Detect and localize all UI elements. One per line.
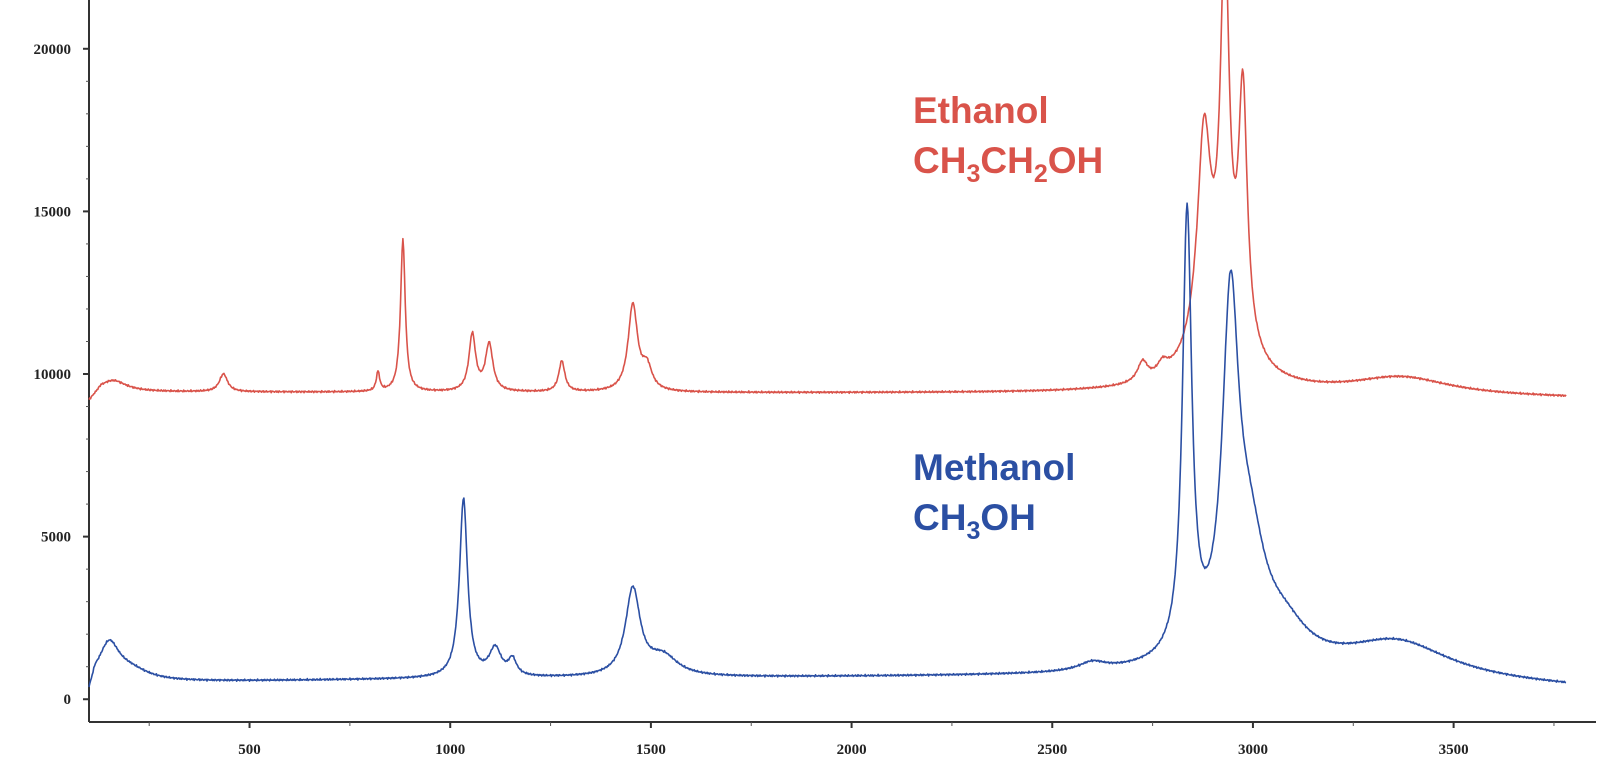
label-subscript: 2 [1034, 160, 1048, 188]
y-tick-label: 20000 [34, 42, 72, 58]
x-tick-label: 3500 [1439, 742, 1469, 758]
label-subscript: 3 [966, 517, 980, 545]
x-tick-label: 500 [238, 742, 261, 758]
label-text: CH [913, 140, 966, 181]
label-text: OH [1048, 140, 1104, 181]
series-line-ethanol [88, 0, 1567, 400]
x-tick-label: 2500 [1037, 742, 1067, 758]
axes [88, 0, 1596, 723]
series-labels: Ethanol CH3CH2OH Methanol CH3OH [913, 90, 1103, 545]
series-formula-ethanol: CH3CH2OH [913, 140, 1103, 188]
label-text: Methanol [913, 447, 1075, 488]
label-text: Ethanol [913, 90, 1049, 131]
label-text: CH [980, 140, 1033, 181]
label-text: OH [980, 497, 1036, 538]
x-axis-ticks: 500 1000 1500 2000 2500 3000 3500 [148, 722, 1555, 758]
label-subscript: 3 [966, 160, 980, 188]
x-tick-label: 1000 [435, 742, 465, 758]
label-text: CH [913, 497, 966, 538]
x-tick-label: 1500 [636, 742, 666, 758]
y-tick-label: 0 [64, 692, 72, 708]
series-line-methanol [88, 202, 1567, 688]
x-tick-label: 3000 [1238, 742, 1268, 758]
series-label-ethanol: Ethanol [913, 90, 1049, 131]
x-tick-label: 2000 [837, 742, 867, 758]
series-label-methanol: Methanol [913, 447, 1075, 488]
series-formula-methanol: CH3OH [913, 497, 1036, 545]
y-axis-ticks: 0 5000 10000 15000 20000 [34, 42, 89, 708]
y-tick-label: 5000 [41, 530, 71, 546]
y-tick-label: 10000 [34, 367, 72, 383]
series-lines [88, 0, 1567, 688]
y-tick-label: 15000 [34, 204, 72, 220]
